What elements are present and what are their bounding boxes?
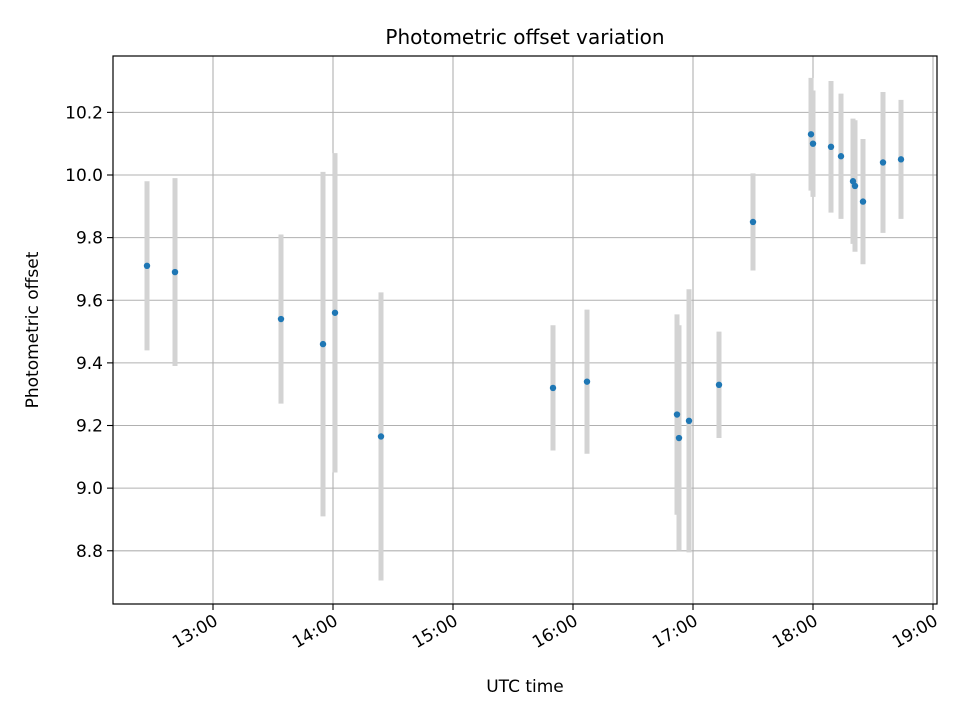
error-bars [144, 77, 904, 581]
x-tick-label: 17:00 [649, 611, 701, 653]
x-axis-ticks: 13:00 14:00 15:00 16:00 17:00 18:00 19:00 [169, 604, 942, 653]
data-point [377, 433, 385, 440]
y-tick-label: 9.0 [76, 479, 103, 499]
chart-title: Photometric offset variation [385, 25, 664, 49]
y-tick-label: 9.6 [76, 291, 103, 311]
y-tick-label: 9.2 [76, 417, 103, 437]
x-tick-label: 19:00 [889, 611, 941, 653]
data-point [859, 198, 867, 205]
data-point [837, 153, 845, 160]
data-point [827, 143, 835, 151]
data-point [879, 159, 887, 166]
x-tick-label: 13:00 [169, 611, 221, 653]
y-axis-ticks: 8.8 9.0 9.2 9.4 9.6 9.8 10.0 10.2 [65, 103, 113, 562]
y-axis-label: Photometric offset [23, 251, 43, 408]
data-point [749, 218, 757, 226]
y-tick-label: 10.0 [65, 166, 103, 186]
data-point [851, 182, 859, 190]
x-tick-label: 16:00 [529, 611, 581, 653]
data-point [685, 417, 693, 425]
data-point [897, 156, 905, 163]
y-tick-label: 9.8 [76, 229, 103, 249]
y-tick-label: 8.8 [76, 542, 103, 562]
y-tick-label: 9.4 [76, 354, 103, 374]
data-point [809, 140, 817, 147]
data-points [143, 131, 905, 442]
data-point [673, 411, 681, 418]
data-point [549, 384, 557, 392]
x-axis-label: UTC time [486, 677, 564, 697]
x-tick-label: 14:00 [289, 611, 341, 653]
data-point [583, 378, 591, 385]
data-point [277, 315, 285, 323]
data-point [143, 262, 151, 270]
plot-frame [112, 55, 938, 605]
x-tick-label: 18:00 [769, 611, 821, 653]
data-point [675, 434, 683, 442]
y-tick-label: 10.2 [65, 103, 103, 123]
data-point [319, 340, 327, 348]
data-point [807, 131, 815, 138]
data-point [171, 268, 179, 276]
x-tick-label: 15:00 [409, 611, 461, 653]
data-point [715, 381, 723, 388]
data-point [331, 309, 339, 316]
